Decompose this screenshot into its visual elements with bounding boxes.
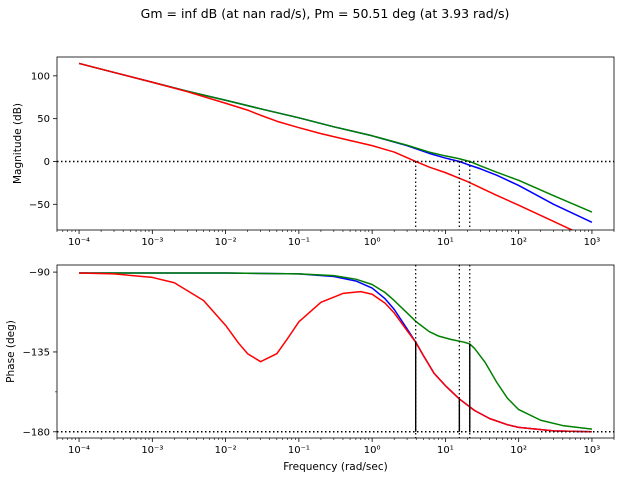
- phase-ytick-label-2: −180: [23, 427, 50, 438]
- phase-xtick-label-6: 10²: [510, 445, 527, 456]
- magnitude-ytick-label-3: −50: [29, 200, 50, 211]
- magnitude-xtick-label-4: 10⁰: [364, 237, 381, 248]
- figure-title: Gm = inf dB (at nan rad/s), Pm = 50.51 d…: [141, 6, 510, 21]
- magnitude-xtick-label-5: 10¹: [437, 237, 454, 248]
- phase-series-1: [79, 272, 593, 430]
- phase-ylabel: Phase (deg): [5, 320, 17, 383]
- magnitude-xtick-label-1: 10⁻³: [141, 237, 163, 248]
- phase-panel: 10⁻⁴ 10⁻³ 10⁻² 10⁻¹ 10⁰ 10¹ 10² 10³−90−135−180 …: [5, 264, 615, 473]
- magnitude-xtick-label-3: 10⁻¹: [288, 237, 310, 248]
- phase-xtick-label-7: 10³: [584, 445, 601, 456]
- phase-xtick-label-1: 10⁻³: [141, 445, 163, 456]
- magnitude-series-2: [78, 62, 574, 230]
- phase-series-2: [79, 272, 592, 433]
- phase-xlabel: Frequency (rad/sec): [283, 461, 387, 473]
- magnitude-xtick-label-2: 10⁻²: [215, 237, 237, 248]
- phase-xtick-label-0: 10⁻⁴: [68, 445, 90, 456]
- phase-ytick-label-0: −90: [29, 268, 50, 279]
- phase-axes-frame: [56, 264, 615, 439]
- magnitude-ytick-label-1: 50: [37, 114, 50, 125]
- magnitude-panel: 10⁻⁴ 10⁻³ 10⁻² 10⁻¹ 10⁰ 10¹ 10² 10³ 100 50 0 −50 Ma…: [12, 56, 615, 248]
- phase-xtick-label-2: 10⁻²: [215, 445, 237, 456]
- magnitude-ylabel: Magnitude (dB): [12, 103, 24, 184]
- magnitude-xtick-label-6: 10²: [510, 237, 527, 248]
- magnitude-ytick-label-2: 0: [44, 157, 50, 168]
- phase-xtick-label-5: 10¹: [437, 445, 454, 456]
- magnitude-xtick-label-0: 10⁻⁴: [68, 237, 90, 248]
- magnitude-xtick-label-7: 10³: [584, 237, 601, 248]
- phase-ytick-label-1: −135: [23, 347, 50, 358]
- magnitude-ytick-label-0: 100: [31, 71, 50, 82]
- phase-xtick-label-4: 10⁰: [364, 445, 381, 456]
- phase-xtick-label-3: 10⁻¹: [288, 445, 310, 456]
- magnitude-axes-frame: [56, 56, 615, 231]
